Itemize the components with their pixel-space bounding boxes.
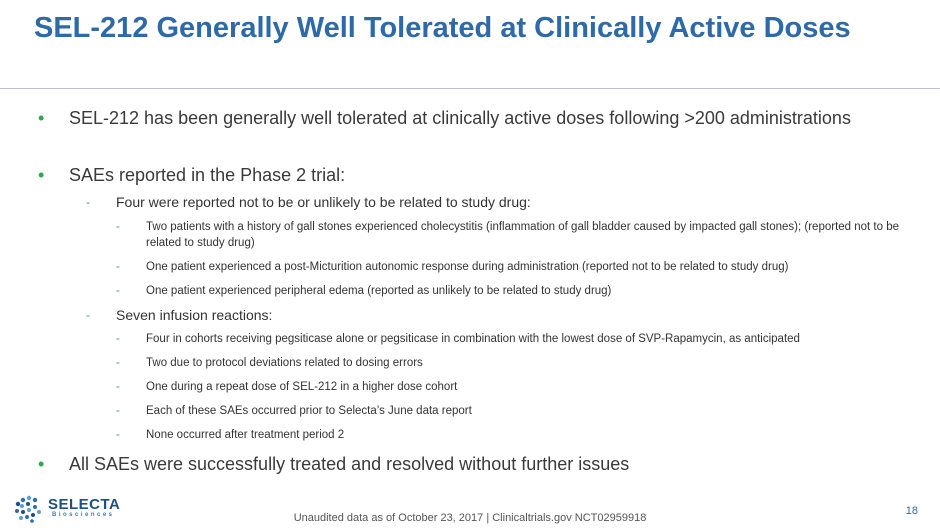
detail-item-text: Two due to protocol deviations related t…	[146, 357, 423, 369]
detail-marker: -	[116, 357, 120, 369]
detail-item-text: None occurred after treatment period 2	[146, 429, 345, 441]
logo-wordmark: SELECTA	[48, 496, 121, 513]
detail-marker: -	[116, 381, 120, 393]
detail-marker: -	[116, 405, 120, 417]
detail-item: - Four in cohorts receiving pegsiticase …	[116, 331, 916, 347]
selecta-logo-icon	[15, 495, 41, 523]
slide-title: SEL-212 Generally Well Tolerated at Clin…	[34, 12, 851, 44]
sub-bullet-1-text: Four were reported not to be or unlikely…	[116, 194, 531, 210]
detail-item: - Two patients with a history of gall st…	[116, 219, 916, 251]
selecta-logo: SELECTA Biosciences	[12, 494, 142, 524]
detail-item: - One patient experienced peripheral ede…	[116, 283, 916, 299]
bullet-marker: •	[38, 108, 45, 128]
detail-marker: -	[116, 333, 120, 345]
sub-bullet-1: - Four were reported not to be or unlike…	[86, 193, 531, 211]
sub-bullet-marker: -	[86, 308, 90, 322]
bullet-2-text: SAEs reported in the Phase 2 trial:	[69, 165, 346, 185]
bullet-marker: •	[38, 454, 45, 474]
detail-marker: -	[116, 285, 120, 297]
detail-item-text: Each of these SAEs occurred prior to Sel…	[146, 405, 472, 417]
detail-item: - One during a repeat dose of SEL-212 in…	[116, 379, 916, 395]
footer-source: Unaudited data as of October 23, 2017 | …	[293, 512, 647, 524]
detail-item-text: One during a repeat dose of SEL-212 in a…	[146, 381, 458, 393]
bullet-marker: •	[38, 165, 45, 185]
detail-item: - None occurred after treatment period 2	[116, 427, 916, 443]
detail-marker: -	[116, 429, 120, 441]
detail-item: - Two due to protocol deviations related…	[116, 355, 916, 371]
title-divider	[0, 88, 940, 89]
page-number: 18	[905, 505, 918, 517]
detail-item: - Each of these SAEs occurred prior to S…	[116, 403, 916, 419]
logo-subtitle: Biosciences	[52, 512, 115, 518]
detail-item-text: One patient experienced a post-Micturiti…	[146, 261, 789, 273]
sub-bullet-2-text: Seven infusion reactions:	[116, 307, 273, 323]
detail-marker: -	[116, 221, 120, 233]
sub-bullet-marker: -	[86, 195, 90, 209]
detail-item-text: Four in cohorts receiving pegsiticase al…	[146, 333, 800, 345]
bullet-2: • SAEs reported in the Phase 2 trial:	[38, 164, 345, 186]
detail-item-text: Two patients with a history of gall ston…	[146, 221, 900, 249]
sub-bullet-2: - Seven infusion reactions:	[86, 306, 272, 324]
detail-item: - One patient experienced a post-Micturi…	[116, 259, 916, 275]
bullet-1: • SEL-212 has been generally well tolera…	[38, 107, 858, 129]
detail-item-text: One patient experienced peripheral edema…	[146, 285, 612, 297]
detail-marker: -	[116, 261, 120, 273]
bullet-1-text: SEL-212 has been generally well tolerate…	[69, 108, 851, 128]
bullet-3: • All SAEs were successfully treated and…	[38, 453, 629, 475]
bullet-3-text: All SAEs were successfully treated and r…	[69, 454, 630, 474]
